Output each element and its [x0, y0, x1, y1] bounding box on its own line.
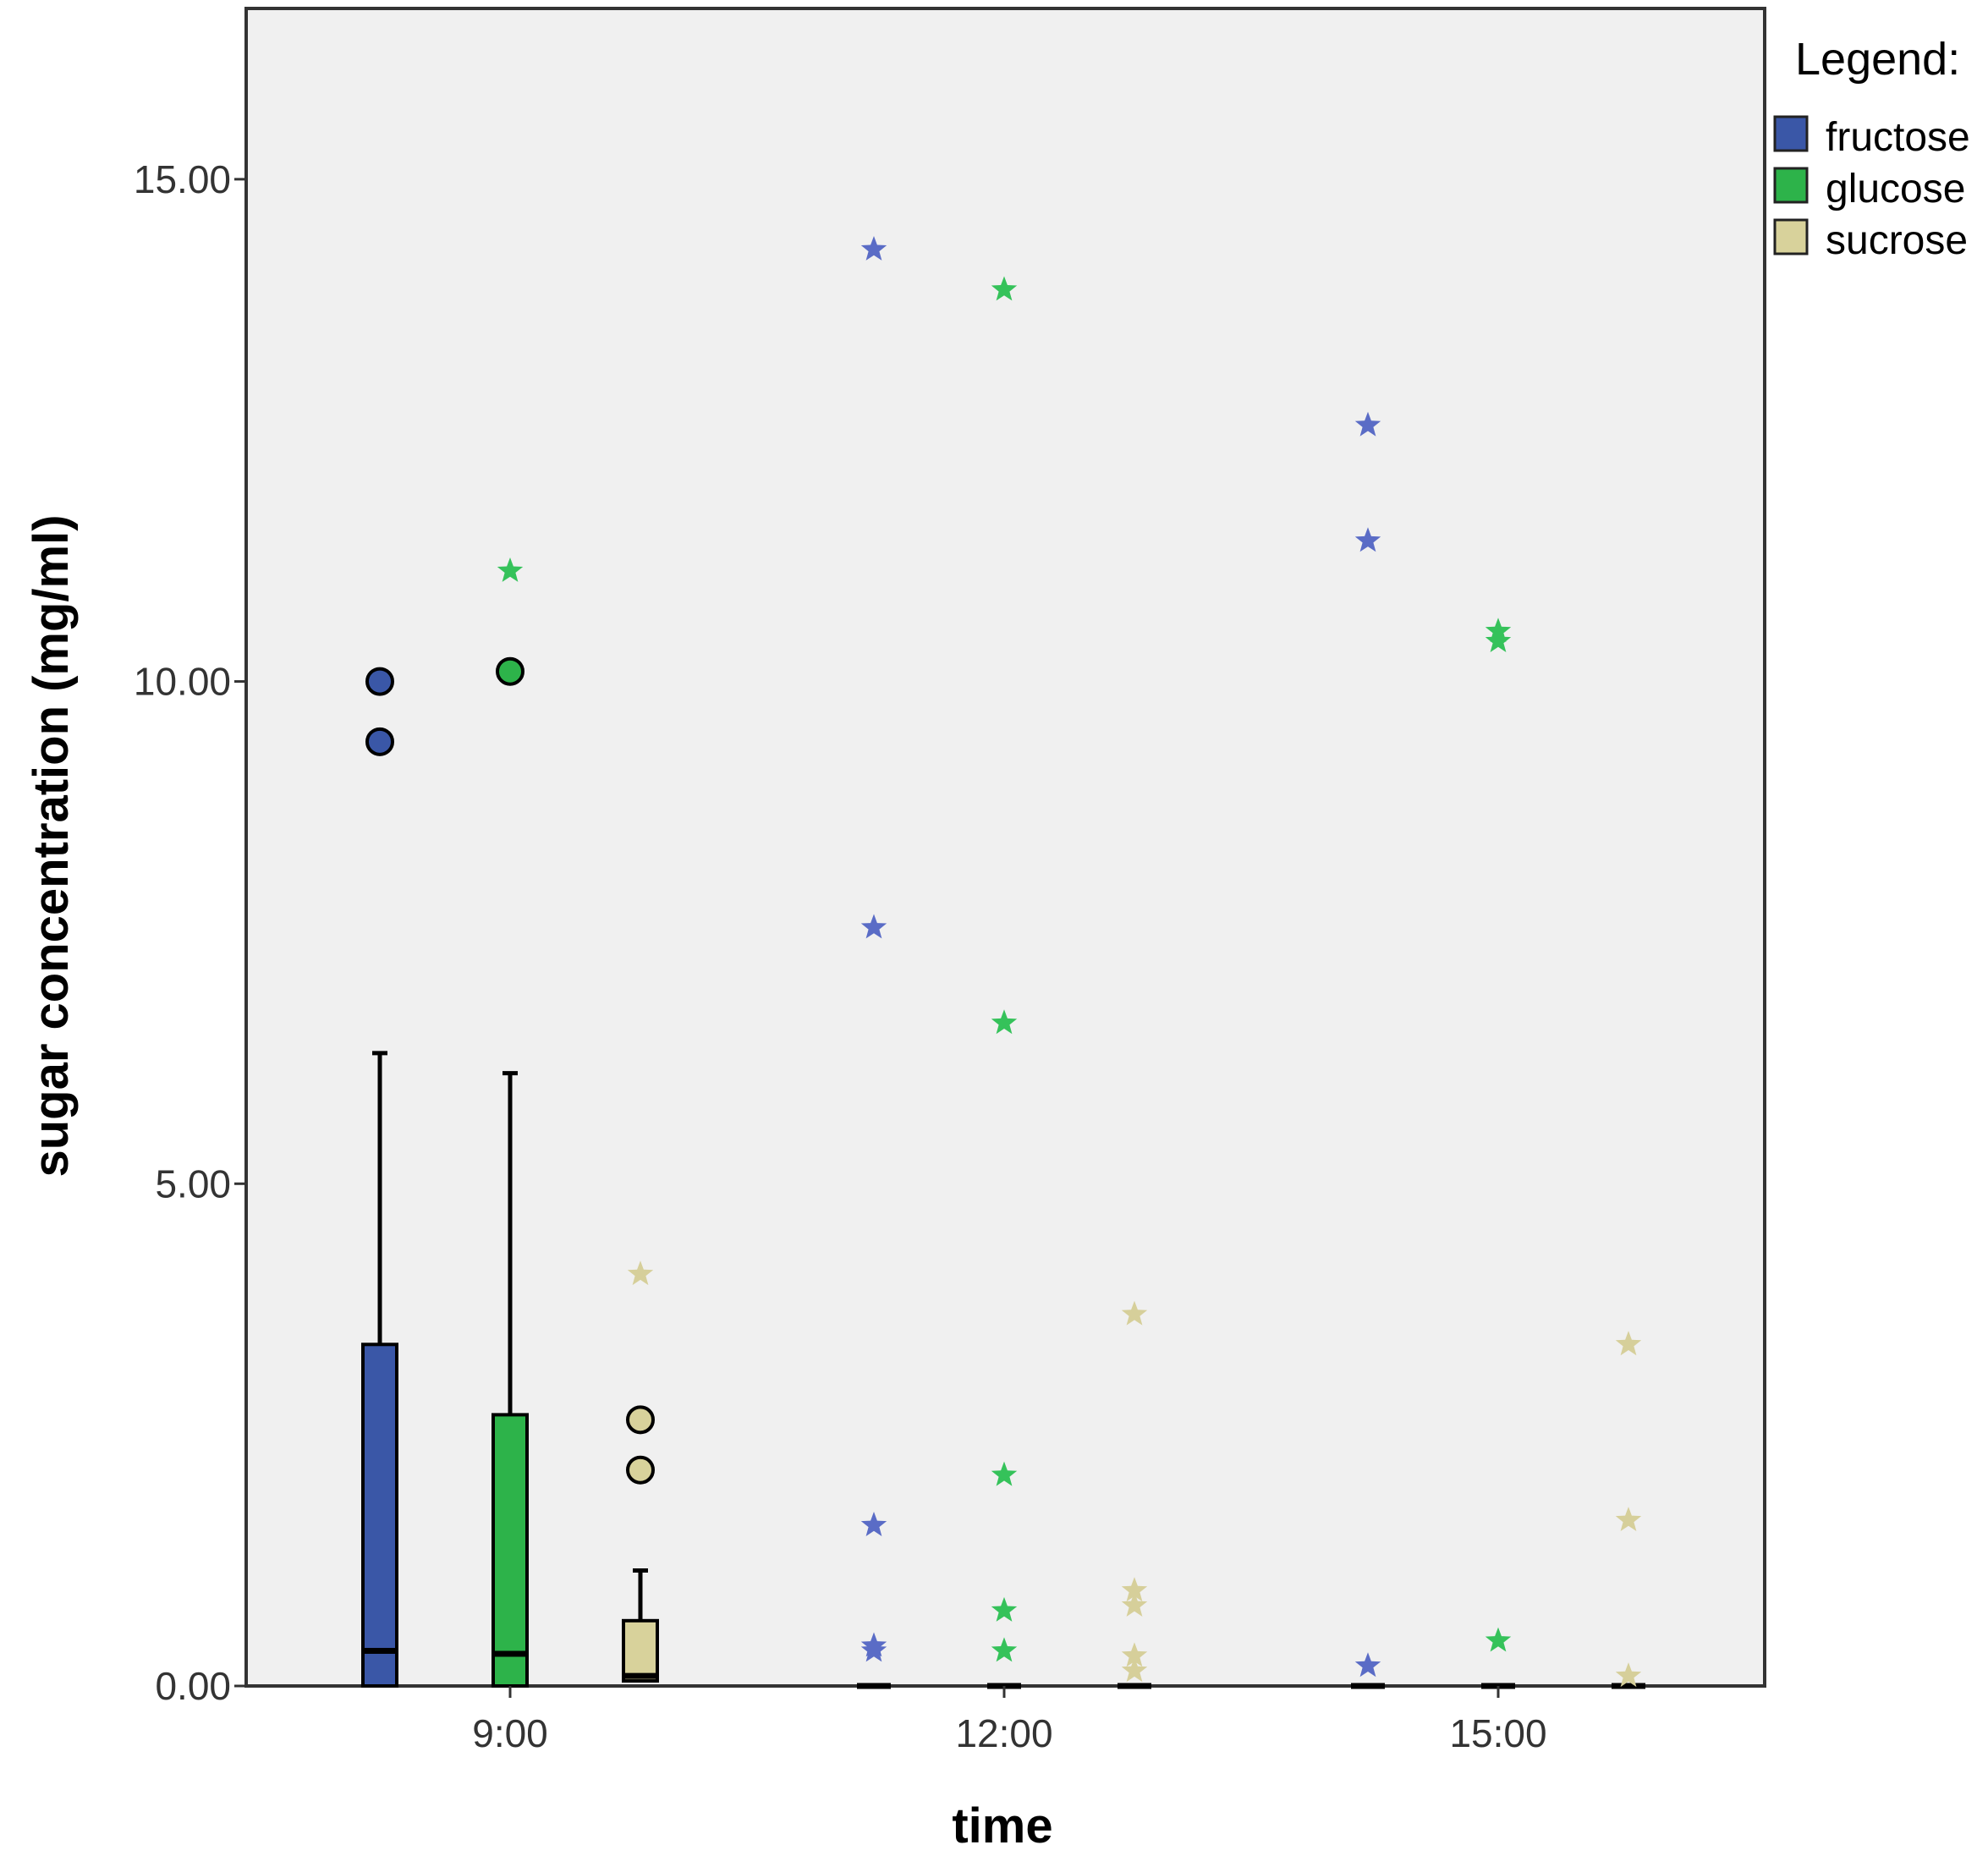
box-body	[361, 1343, 398, 1688]
extreme-point	[1354, 411, 1381, 437]
outlier-point	[365, 727, 394, 756]
extreme-point	[1615, 1662, 1642, 1688]
extreme-point	[1485, 1627, 1512, 1652]
legend-item-sucrose: sucrose	[1773, 218, 1968, 263]
y-tick-label: 0.00	[155, 1664, 231, 1708]
extreme-point	[991, 1637, 1018, 1662]
y-tick-label: 5.00	[155, 1161, 231, 1205]
outlier-point	[365, 667, 394, 696]
points-layer	[365, 236, 1642, 1688]
extreme-point	[1354, 527, 1381, 552]
box-body	[622, 1618, 659, 1683]
extreme-point	[860, 1637, 887, 1662]
y-tick-label: 15.00	[134, 157, 231, 201]
box-glucose-9:00	[492, 1071, 529, 1689]
extreme-point	[497, 557, 524, 582]
y-tick-label: 10.00	[134, 660, 231, 704]
extreme-point	[991, 1596, 1018, 1622]
legend-label-glucose: glucose	[1826, 167, 1965, 211]
x-tick-label: 12:00	[955, 1711, 1052, 1755]
box-sucrose-9:00	[622, 1568, 659, 1683]
legend: Legend: fructose glucose sucrose	[1773, 34, 1970, 263]
legend-label-fructose: fructose	[1826, 115, 1970, 160]
extreme-point	[1354, 1652, 1381, 1678]
x-axis-title: time	[952, 1798, 1052, 1853]
extreme-point	[627, 1260, 654, 1286]
box-fructose-9:00	[361, 1051, 398, 1688]
axes-layer: 0.00 5.00 10.00 15.00 9:00 12:00 15:00	[134, 157, 1547, 1755]
extreme-point	[1485, 628, 1512, 652]
extreme-point	[1615, 1331, 1642, 1356]
y-axis-title: sugar concentration (mg/ml)	[24, 514, 79, 1177]
extreme-point	[991, 276, 1018, 301]
legend-swatch-fructose	[1773, 115, 1809, 152]
extreme-point	[860, 1512, 887, 1536]
outlier-point	[626, 1455, 655, 1485]
extreme-point	[991, 1009, 1018, 1035]
extreme-point	[1121, 1577, 1148, 1602]
extreme-point	[1121, 1642, 1148, 1667]
legend-swatch-glucose	[1773, 167, 1809, 204]
extreme-point	[860, 236, 887, 261]
legend-item-fructose: fructose	[1773, 115, 1970, 160]
legend-item-glucose: glucose	[1773, 167, 1965, 211]
box-body	[492, 1413, 529, 1689]
x-tick-label: 9:00	[472, 1711, 548, 1755]
extreme-point	[1615, 1507, 1642, 1531]
extreme-point	[1121, 1657, 1148, 1683]
legend-label-sucrose: sucrose	[1826, 218, 1968, 263]
x-tick-label: 15:00	[1449, 1711, 1546, 1755]
legend-swatch-sucrose	[1773, 218, 1809, 255]
plot-area	[244, 7, 1766, 1688]
boxes-layer	[361, 1051, 1645, 1689]
outlier-point	[626, 1405, 655, 1435]
extreme-point	[991, 1461, 1018, 1486]
outlier-point	[496, 656, 524, 686]
extreme-point	[1121, 1300, 1148, 1326]
extreme-point	[860, 914, 887, 939]
legend-title: Legend:	[1795, 34, 1960, 85]
extreme-point	[1121, 1592, 1148, 1617]
